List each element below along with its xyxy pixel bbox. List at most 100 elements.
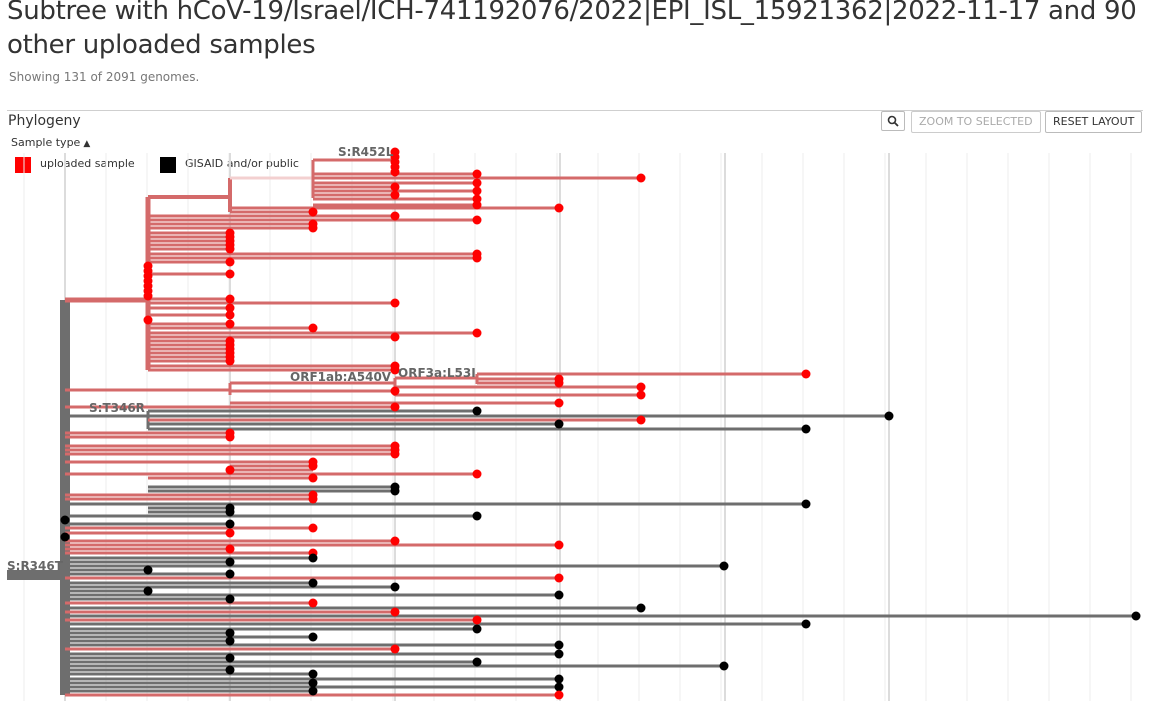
public-sample-node[interactable]: [801, 619, 811, 629]
public-sample-node[interactable]: [143, 586, 153, 596]
zoom-to-selected-button[interactable]: ZOOM TO SELECTED: [911, 111, 1041, 133]
uploaded-sample-node[interactable]: [390, 211, 400, 221]
uploaded-sample-node[interactable]: [225, 257, 235, 267]
uploaded-sample-node[interactable]: [308, 494, 318, 504]
uploaded-sample-node[interactable]: [472, 253, 482, 263]
public-sample-node[interactable]: [390, 486, 400, 496]
uploaded-sample-node[interactable]: [801, 369, 811, 379]
uploaded-sample-node[interactable]: [225, 356, 235, 366]
uploaded-sample-node[interactable]: [472, 328, 482, 338]
uploaded-sample-node[interactable]: [472, 200, 482, 210]
public-sample-node[interactable]: [308, 578, 318, 588]
uploaded-sample-node[interactable]: [390, 190, 400, 200]
public-sample-node[interactable]: [225, 628, 235, 638]
uploaded-sample-node[interactable]: [225, 432, 235, 442]
uploaded-sample-node[interactable]: [143, 291, 153, 301]
chevron-up-icon: ▲: [83, 139, 91, 149]
zoom-button[interactable]: [881, 111, 905, 131]
uploaded-sample-node[interactable]: [554, 540, 564, 550]
public-sample-node[interactable]: [472, 406, 482, 416]
public-sample-node[interactable]: [225, 507, 235, 517]
uploaded-sample-node[interactable]: [472, 169, 482, 179]
public-sample-node[interactable]: [225, 519, 235, 529]
uploaded-sample-node[interactable]: [390, 402, 400, 412]
uploaded-sample-node[interactable]: [225, 544, 235, 554]
uploaded-sample-node[interactable]: [390, 182, 400, 192]
uploaded-sample-node[interactable]: [225, 269, 235, 279]
uploaded-sample-node[interactable]: [308, 473, 318, 483]
public-sample-node[interactable]: [719, 561, 729, 571]
uploaded-sample-node[interactable]: [390, 167, 400, 177]
uploaded-sample-node[interactable]: [390, 365, 400, 375]
uploaded-sample-node[interactable]: [308, 598, 318, 608]
public-sample-node[interactable]: [225, 665, 235, 675]
public-sample-node[interactable]: [308, 686, 318, 696]
public-sample-node[interactable]: [554, 640, 564, 650]
public-sample-node[interactable]: [472, 511, 482, 521]
uploaded-sample-node[interactable]: [554, 203, 564, 213]
uploaded-sample-node[interactable]: [225, 310, 235, 320]
public-sample-node[interactable]: [308, 669, 318, 679]
public-sample-node[interactable]: [390, 582, 400, 592]
public-sample-node[interactable]: [225, 636, 235, 646]
legend-title[interactable]: Sample type ▲: [11, 136, 90, 149]
public-sample-node[interactable]: [801, 499, 811, 509]
uploaded-sample-node[interactable]: [225, 319, 235, 329]
uploaded-sample-node[interactable]: [554, 690, 564, 700]
uploaded-sample-node[interactable]: [225, 303, 235, 313]
public-sample-node[interactable]: [225, 569, 235, 579]
uploaded-sample-node[interactable]: [390, 644, 400, 654]
uploaded-sample-node[interactable]: [143, 315, 153, 325]
uploaded-sample-node[interactable]: [225, 244, 235, 254]
public-sample-node[interactable]: [225, 594, 235, 604]
public-sample-node[interactable]: [308, 632, 318, 642]
public-sample-node[interactable]: [884, 411, 894, 421]
public-sample-node[interactable]: [554, 674, 564, 684]
uploaded-sample-node[interactable]: [554, 378, 564, 388]
public-sample-node[interactable]: [801, 424, 811, 434]
public-sample-node[interactable]: [554, 419, 564, 429]
phylogeny-tree[interactable]: S:R452L ORF1ab:A540V ORF3a:L53I S:T346R …: [0, 145, 1159, 701]
uploaded-sample-node[interactable]: [225, 528, 235, 538]
uploaded-sample-node[interactable]: [636, 382, 646, 392]
public-sample-node[interactable]: [308, 553, 318, 563]
public-sample-node[interactable]: [225, 653, 235, 663]
uploaded-sample-node[interactable]: [390, 536, 400, 546]
uploaded-sample-node[interactable]: [390, 298, 400, 308]
uploaded-sample-node[interactable]: [308, 223, 318, 233]
uploaded-sample-node[interactable]: [390, 449, 400, 459]
public-sample-node[interactable]: [60, 532, 70, 542]
uploaded-sample-node[interactable]: [472, 178, 482, 188]
public-sample-node[interactable]: [60, 515, 70, 525]
uploaded-sample-node[interactable]: [472, 469, 482, 479]
uploaded-sample-node[interactable]: [636, 390, 646, 400]
public-sample-node[interactable]: [472, 657, 482, 667]
uploaded-sample-node[interactable]: [636, 415, 646, 425]
uploaded-sample-node[interactable]: [308, 461, 318, 471]
reset-layout-button[interactable]: RESET LAYOUT: [1045, 111, 1143, 133]
public-sample-node[interactable]: [472, 624, 482, 634]
public-sample-node[interactable]: [554, 682, 564, 692]
public-sample-node[interactable]: [554, 649, 564, 659]
public-sample-node[interactable]: [719, 661, 729, 671]
public-sample-node[interactable]: [225, 557, 235, 567]
uploaded-sample-node[interactable]: [308, 523, 318, 533]
uploaded-sample-node[interactable]: [472, 186, 482, 196]
uploaded-sample-node[interactable]: [390, 607, 400, 617]
public-sample-node[interactable]: [554, 590, 564, 600]
public-sample-node[interactable]: [636, 603, 646, 613]
public-sample-node[interactable]: [308, 678, 318, 688]
uploaded-sample-node[interactable]: [390, 386, 400, 396]
uploaded-sample-node[interactable]: [225, 294, 235, 304]
uploaded-sample-node[interactable]: [554, 398, 564, 408]
uploaded-sample-node[interactable]: [308, 323, 318, 333]
uploaded-sample-node[interactable]: [225, 465, 235, 475]
uploaded-sample-node[interactable]: [554, 573, 564, 583]
public-sample-node[interactable]: [143, 565, 153, 575]
uploaded-sample-node[interactable]: [390, 332, 400, 342]
uploaded-sample-node[interactable]: [472, 615, 482, 625]
uploaded-sample-node[interactable]: [472, 215, 482, 225]
public-sample-node[interactable]: [1131, 611, 1141, 621]
uploaded-sample-node[interactable]: [308, 207, 318, 217]
uploaded-sample-node[interactable]: [636, 173, 646, 183]
